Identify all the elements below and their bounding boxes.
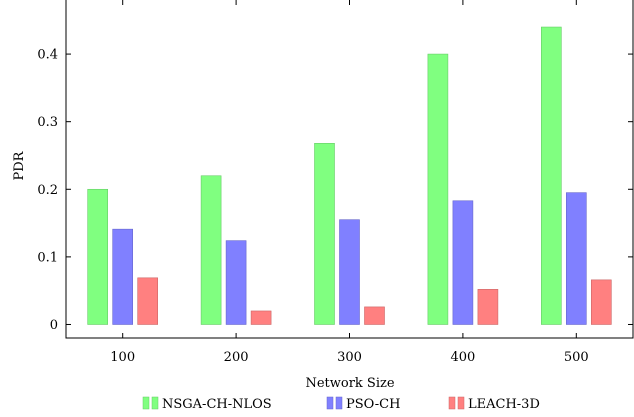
legend-swatch xyxy=(326,396,334,410)
legend-label: NSGA-CH-NLOS xyxy=(162,397,272,412)
y-axis-label: PDR xyxy=(12,150,27,180)
legend-swatch xyxy=(448,396,456,410)
legend: NSGA-CH-NLOS PSO-CH LEACH-3D xyxy=(142,396,540,412)
bar-nsga-ch-nlos-200 xyxy=(200,175,222,325)
legend-item-leach-3d: LEACH-3D xyxy=(448,396,540,412)
y-tick-label: 0 xyxy=(50,318,58,333)
legend-label: LEACH-3D xyxy=(468,397,540,412)
legend-item-nsga-ch-nlos: NSGA-CH-NLOS xyxy=(142,396,272,412)
legend-item-pso-ch: PSO-CH xyxy=(326,396,400,412)
bar-pso-ch-100 xyxy=(112,228,133,325)
bar-nsga-ch-nlos-500 xyxy=(540,26,562,325)
legend-label: PSO-CH xyxy=(346,397,400,412)
bar-leach-3d-200 xyxy=(250,310,272,325)
legend-swatch xyxy=(457,396,465,410)
bar-pso-ch-300 xyxy=(339,219,360,325)
x-tick-label: 200 xyxy=(224,350,249,365)
bar-pso-ch-400 xyxy=(452,200,474,325)
y-tick-label: 0.4 xyxy=(37,48,58,63)
legend-swatch xyxy=(142,396,150,410)
legend-swatch xyxy=(151,396,159,410)
bar-leach-3d-300 xyxy=(364,306,385,325)
y-tick-label: 0.1 xyxy=(37,250,58,265)
bar-nsga-ch-nlos-100 xyxy=(87,188,108,325)
x-tick-label: 400 xyxy=(450,350,475,365)
x-axis-ticks: 100 200 300 400 500 xyxy=(110,0,589,365)
bar-leach-3d-100 xyxy=(137,277,158,325)
bar-nsga-ch-nlos-400 xyxy=(427,53,449,325)
x-tick-label: 100 xyxy=(110,350,135,365)
y-tick-label: 0.2 xyxy=(37,183,58,198)
bar-nsga-ch-nlos-300 xyxy=(314,143,335,325)
y-tick-label: 0.3 xyxy=(37,115,58,130)
legend-swatch xyxy=(335,396,343,410)
bar-leach-3d-400 xyxy=(477,289,499,325)
bar-pso-ch-500 xyxy=(565,192,587,325)
x-tick-label: 500 xyxy=(564,350,589,365)
y-axis-ticks: 0 0.1 0.2 0.3 0.4 xyxy=(37,48,633,333)
x-axis-label: Network Size xyxy=(305,376,394,391)
bar-pso-ch-200 xyxy=(225,240,247,325)
x-tick-label: 300 xyxy=(337,350,362,365)
bar-leach-3d-500 xyxy=(590,279,612,325)
bars xyxy=(87,26,612,325)
